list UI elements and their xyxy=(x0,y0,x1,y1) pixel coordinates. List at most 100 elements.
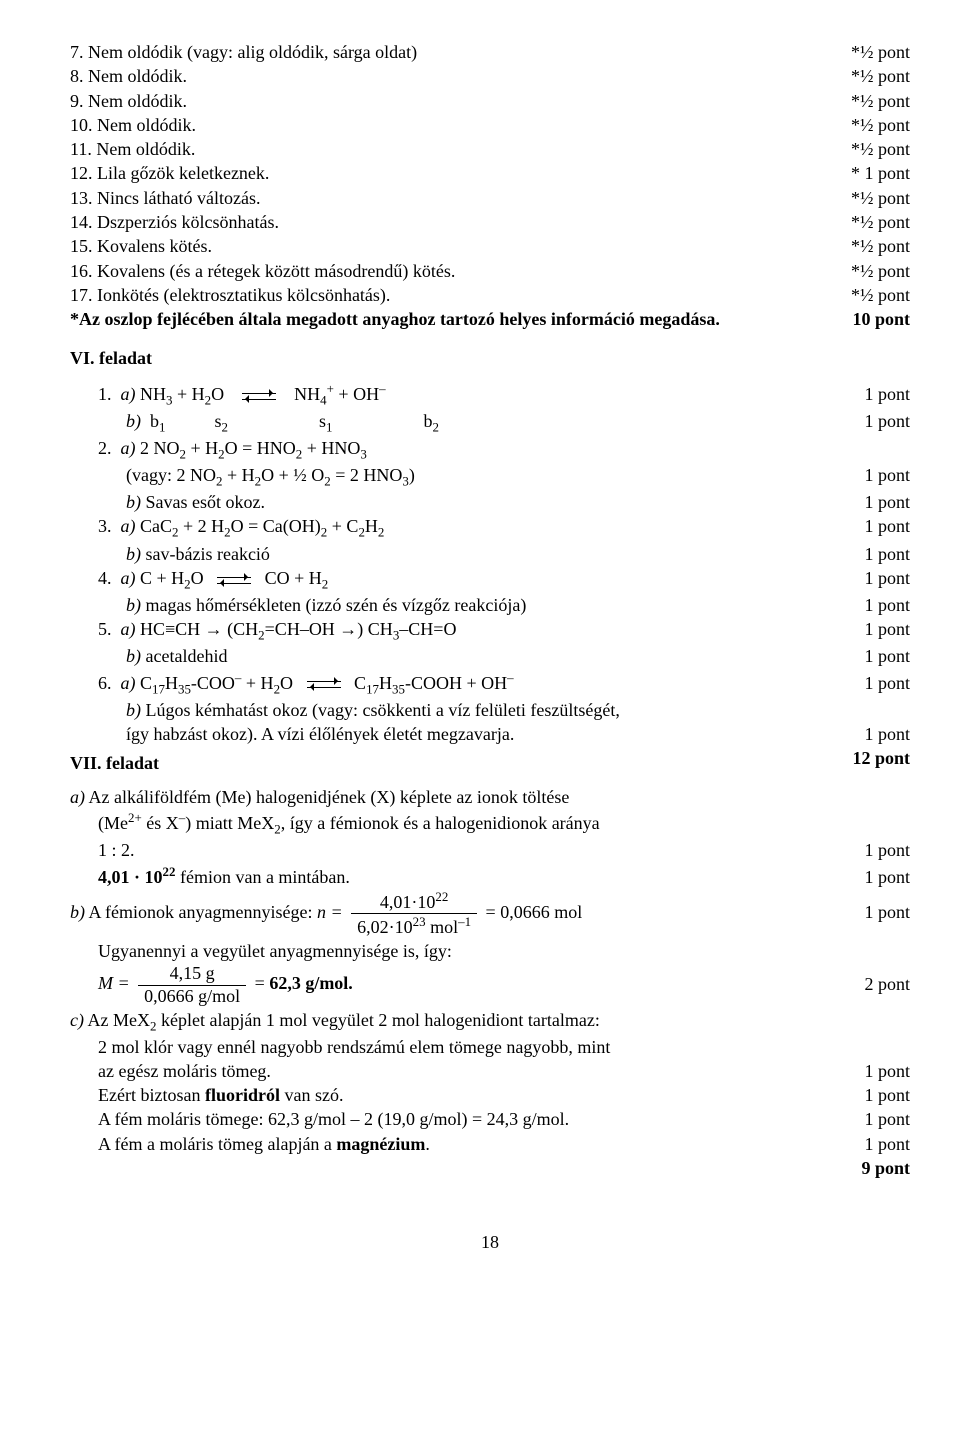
sp: – xyxy=(507,670,513,685)
t: 62,3 g/mol. xyxy=(269,974,353,994)
t: Savas esőt okoz. xyxy=(146,492,265,512)
pts: 1 pont xyxy=(864,722,910,746)
vi-6b2: így habzást okoz). A vízi élőlények élet… xyxy=(70,722,910,746)
vi-1-num: 1. xyxy=(98,384,112,404)
label-a: a) xyxy=(121,438,136,458)
vii-c-l1: 2 mol klór vagy ennél nagyobb rendszámú … xyxy=(70,1035,910,1059)
item-text: 17. Ionkötés (elektrosztatikus kölcsönha… xyxy=(70,283,851,307)
item-pts: * 1 pont xyxy=(851,161,910,185)
list-item: 12. Lila gőzök keletkeznek.* 1 pont xyxy=(70,161,910,185)
vi-2a: 2. a) 2 NO2 + H2O = HNO2 + HNO3 xyxy=(70,436,910,463)
fraction: 4,15 g 0,0666 g/mol xyxy=(138,963,246,1007)
item-pts: *½ pont xyxy=(851,113,910,137)
list-item: 16. Kovalens (és a rétegek között másodr… xyxy=(70,259,910,283)
pts: 2 pont xyxy=(864,972,910,996)
t: sav-bázis reakció xyxy=(146,544,270,564)
n: n = xyxy=(317,902,343,922)
t: = xyxy=(255,974,270,994)
vi-total-pts: 12 pont xyxy=(852,746,910,770)
t: acetaldehid xyxy=(146,646,228,666)
pts: 1 pont xyxy=(864,1132,910,1156)
pts: 1 pont xyxy=(864,409,910,433)
pts: 1 pont xyxy=(864,838,910,862)
pts: 1 pont xyxy=(864,566,910,590)
vii-b2: Ugyanennyi a vegyület anyagmennyisége is… xyxy=(70,939,910,963)
item-text: 9. Nem oldódik. xyxy=(70,89,851,113)
t: -COO xyxy=(191,673,235,693)
vii-c-l2: az egész moláris tömeg.1 pont xyxy=(70,1059,910,1083)
t: H xyxy=(365,516,378,536)
vii-m: M = 4,15 g 0,0666 g/mol = 62,3 g/mol. 2 … xyxy=(70,963,910,1007)
t: C xyxy=(354,673,366,693)
vi-3b: b) sav-bázis reakció 1 pont xyxy=(70,542,910,566)
t: 6,02·10 xyxy=(357,917,413,937)
t: Lúgos kémhatást okoz (vagy: csökkenti a … xyxy=(146,700,620,720)
footnote-pts: 10 pont xyxy=(852,307,910,331)
t: magnézium xyxy=(336,1134,425,1154)
t: (vagy: 2 NO xyxy=(126,465,216,485)
s: 2 xyxy=(378,525,384,540)
vi-1b: b) b1 s2 s1 b2 1 pont xyxy=(70,409,910,436)
item-pts: *½ pont xyxy=(851,40,910,64)
s: 17 xyxy=(152,681,165,696)
sp: 22 xyxy=(163,864,176,879)
label-b: b) xyxy=(70,902,85,922)
vi-5b: b) acetaldehid 1 pont xyxy=(70,644,910,668)
txt: O xyxy=(211,384,224,404)
list-item: 8. Nem oldódik.*½ pont xyxy=(70,64,910,88)
t: b xyxy=(424,411,433,431)
t: A fém moláris tömege: 62,3 g/mol – 2 (19… xyxy=(70,1107,864,1131)
txt: NH xyxy=(140,384,166,404)
pts: 9 pont xyxy=(861,1156,910,1180)
t: ) xyxy=(409,465,415,485)
s: 3 xyxy=(360,447,366,462)
item-pts: *½ pont xyxy=(851,137,910,161)
t: mol xyxy=(426,917,459,937)
vii-a-l2: (Me2+ és X–) miatt MeX2, így a fémionok … xyxy=(70,809,910,838)
pts: 1 pont xyxy=(864,644,910,668)
list-item: 17. Ionkötés (elektrosztatikus kölcsönha… xyxy=(70,283,910,307)
sup: – xyxy=(379,381,385,396)
t: + C xyxy=(327,516,358,536)
label-a: a) xyxy=(121,619,136,639)
vi-4a: 4. a) C + H2O CO + H2 1 pont xyxy=(70,566,910,593)
t: H xyxy=(165,673,178,693)
sp: 2+ xyxy=(128,810,142,825)
t: + 2 H xyxy=(179,516,225,536)
vii-c-l3: Ezért biztosan fluoridról van szó.1 pont xyxy=(70,1083,910,1107)
label-b: b) xyxy=(126,544,141,564)
num: 2. xyxy=(98,438,112,458)
t: CO + H xyxy=(265,568,322,588)
label-a: a) xyxy=(121,384,136,404)
t: CaC xyxy=(140,516,172,536)
t: magas hőmérsékleten (izzó szén és vízgőz… xyxy=(146,595,527,615)
s: 35 xyxy=(178,681,191,696)
list-item: 13. Nincs látható változás.*½ pont xyxy=(70,186,910,210)
t: O = HNO xyxy=(225,438,296,458)
vi-2b: b) Savas esőt okoz. 1 pont xyxy=(70,490,910,514)
t: 1 : 2. xyxy=(98,840,135,860)
pts: 1 pont xyxy=(864,514,910,538)
item-pts: *½ pont xyxy=(851,259,910,283)
pts: 1 pont xyxy=(864,1059,910,1083)
pts: 1 pont xyxy=(864,542,910,566)
vi-3a: 3. a) CaC2 + 2 H2O = Ca(OH)2 + C2H2 1 po… xyxy=(70,514,910,541)
footnote-row: *Az oszlop fejlécében általa megadott an… xyxy=(70,307,910,331)
t: O xyxy=(191,568,204,588)
top-list: 7. Nem oldódik (vagy: alig oldódik, sárg… xyxy=(70,40,910,307)
t: 2 NO xyxy=(140,438,180,458)
sp: –1 xyxy=(458,914,471,929)
fraction: 4,01·1022 6,02·1023 mol–1 xyxy=(351,889,477,939)
t: =CH–OH →) CH xyxy=(265,619,393,639)
list-item: 15. Kovalens kötés.*½ pont xyxy=(70,234,910,258)
pts: 1 pont xyxy=(864,382,910,406)
t: 2 mol klór vagy ennél nagyobb rendszámú … xyxy=(70,1035,910,1059)
num: 4. xyxy=(98,568,112,588)
item-text: 13. Nincs látható változás. xyxy=(70,186,851,210)
equilibrium-arrow-icon xyxy=(242,390,276,402)
t: s xyxy=(215,411,222,431)
vii-a-l3: 1 : 2. 1 pont xyxy=(70,838,910,862)
t: van szó. xyxy=(280,1085,343,1105)
t: Az MeX xyxy=(88,1010,150,1030)
s: 17 xyxy=(366,681,379,696)
